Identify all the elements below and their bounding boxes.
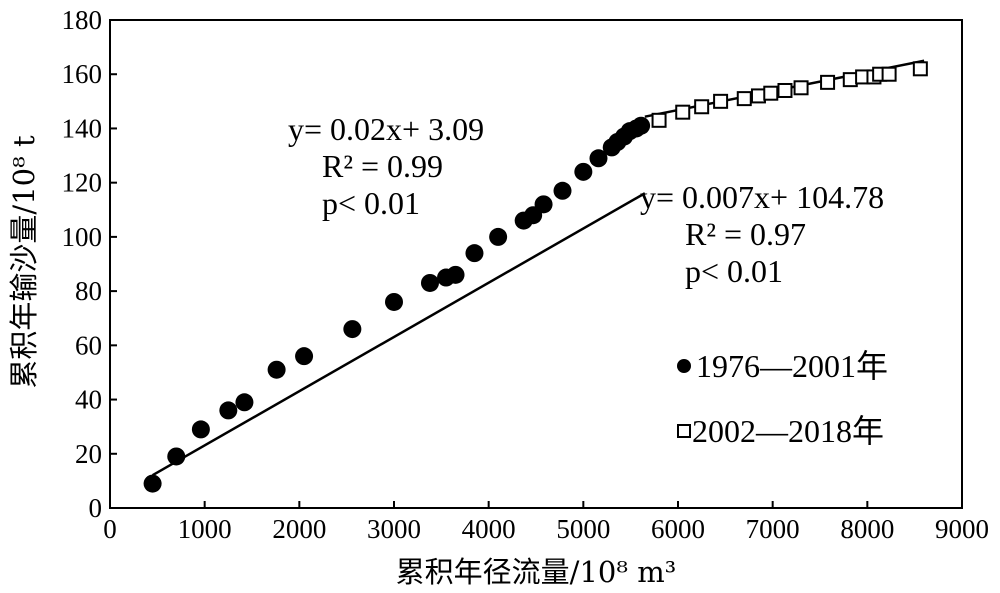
point-series-1 <box>632 116 651 135</box>
point-series-2 <box>713 93 729 109</box>
point-series-1 <box>489 227 508 246</box>
point-series-1 <box>553 181 572 200</box>
y-tick-label: 40 <box>75 385 102 415</box>
fit1-equation: y= 0.02x+ 3.09 <box>288 111 484 147</box>
point-series-2 <box>750 88 766 104</box>
legend-label-series-1: 1976—2001年 <box>696 348 888 384</box>
point-series-2 <box>736 91 752 107</box>
point-series-2 <box>694 99 710 115</box>
x-tick-label: 3000 <box>367 514 421 544</box>
y-tick-label: 60 <box>75 330 102 360</box>
x-tick-label: 8000 <box>840 514 894 544</box>
legend-marker-filled-circle <box>677 359 691 373</box>
point-series-2 <box>912 61 928 77</box>
x-tick-label: 9000 <box>935 514 989 544</box>
y-tick-label: 160 <box>62 59 103 89</box>
point-series-1 <box>420 273 439 292</box>
y-axis-ticks: 0 20 40 60 80 100 120 140 160 180 <box>62 5 117 523</box>
data-points <box>143 61 928 493</box>
point-series-1 <box>143 474 162 493</box>
fit-line-1 <box>151 192 646 477</box>
y-axis-title: 累积年输沙量/10⁸ t <box>7 135 41 389</box>
point-series-1 <box>343 320 362 339</box>
point-series-1 <box>167 447 186 466</box>
legend: 1976—2001年 2002—2018年 <box>677 348 888 449</box>
point-series-1 <box>574 162 593 181</box>
point-series-1 <box>219 401 238 420</box>
x-tick-label: 6000 <box>651 514 705 544</box>
point-series-1 <box>589 149 608 168</box>
y-tick-label: 20 <box>75 439 102 469</box>
fit2-r2: R² = 0.97 <box>685 216 806 252</box>
legend-label-series-2: 2002—2018年 <box>692 413 884 449</box>
fit1-r2: R² = 0.99 <box>322 148 443 184</box>
fit1-p: p< 0.01 <box>322 185 420 221</box>
point-series-1 <box>465 244 484 263</box>
y-tick-label: 80 <box>75 276 102 306</box>
x-tick-label: 7000 <box>746 514 800 544</box>
point-series-2 <box>763 85 779 101</box>
y-tick-label: 0 <box>89 493 103 523</box>
fit2-equation: y= 0.007x+ 104.78 <box>640 179 884 215</box>
point-series-2 <box>842 72 858 88</box>
point-series-2 <box>793 80 809 96</box>
fit2-p: p< 0.01 <box>685 253 783 289</box>
legend-marker-open-square <box>677 424 691 438</box>
y-tick-label: 140 <box>62 113 103 143</box>
x-tick-label: 0 <box>103 514 117 544</box>
point-series-1 <box>295 347 314 366</box>
x-tick-label: 5000 <box>556 514 610 544</box>
point-series-2 <box>777 82 793 98</box>
y-tick-label: 180 <box>62 5 103 35</box>
point-series-1 <box>267 360 286 379</box>
point-series-1 <box>385 292 403 311</box>
point-series-1 <box>235 393 254 412</box>
x-axis-title: 累积年径流量/10⁸ m³ <box>396 555 677 589</box>
x-tick-label: 2000 <box>272 514 326 544</box>
y-tick-label: 120 <box>62 168 103 198</box>
point-series-2 <box>675 104 691 120</box>
x-tick-label: 1000 <box>178 514 232 544</box>
plot-frame <box>109 19 963 509</box>
point-series-2 <box>881 66 897 82</box>
point-series-1 <box>534 195 553 214</box>
x-tick-label: 4000 <box>462 514 516 544</box>
y-tick-label: 100 <box>62 222 103 252</box>
point-series-2 <box>820 74 836 90</box>
point-series-1 <box>191 420 210 439</box>
point-series-1 <box>446 265 465 284</box>
x-axis-ticks: 0 1000 2000 3000 4000 5000 6000 7000 8000 9000 <box>103 501 989 544</box>
point-series-2 <box>651 112 667 128</box>
